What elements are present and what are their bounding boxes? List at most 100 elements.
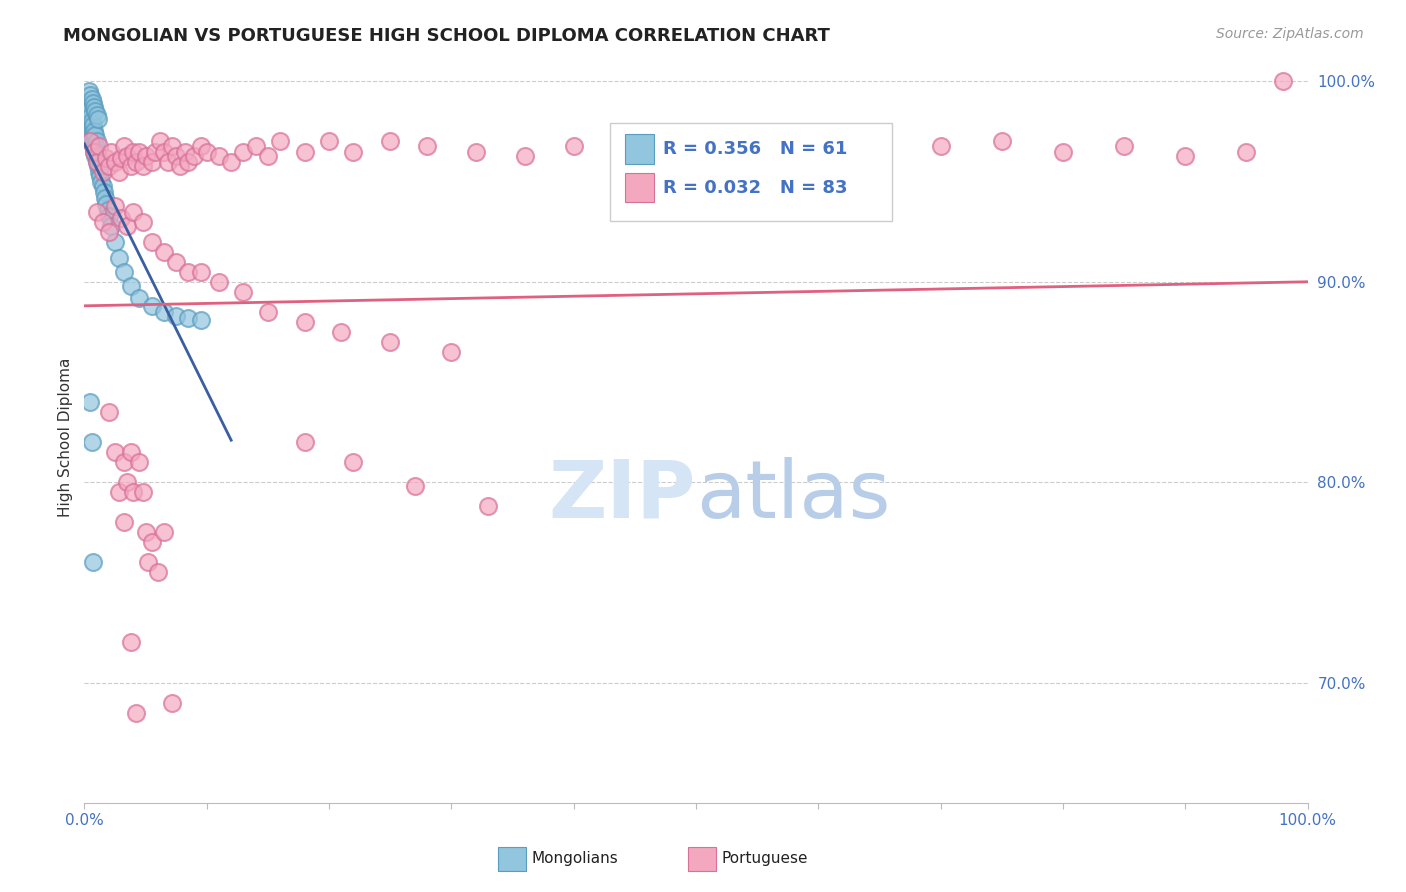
Point — [80, 124, 103, 138]
Point — [112, 265, 135, 279]
Point — [165, 148, 187, 162]
Point — [153, 244, 176, 259]
Point — [84, 128, 107, 143]
Point — [153, 145, 176, 159]
Point — [115, 148, 138, 162]
Point — [294, 145, 316, 159]
Point — [219, 154, 242, 169]
Point — [110, 151, 132, 165]
Point — [82, 138, 104, 153]
Point — [1236, 145, 1258, 159]
Point — [132, 159, 155, 173]
Point — [75, 114, 97, 128]
Point — [136, 555, 159, 569]
FancyBboxPatch shape — [626, 135, 654, 163]
Point — [107, 251, 129, 265]
Point — [87, 154, 110, 169]
Point — [77, 108, 100, 122]
Point — [404, 479, 426, 493]
Point — [440, 345, 463, 359]
Point — [156, 154, 179, 169]
Point — [165, 309, 187, 323]
Point — [120, 445, 142, 459]
Point — [86, 154, 108, 169]
Point — [342, 145, 364, 159]
Point — [807, 145, 830, 159]
Point — [79, 88, 101, 103]
Point — [115, 475, 138, 490]
Point — [183, 148, 205, 162]
Point — [82, 555, 104, 569]
Point — [991, 135, 1014, 149]
Point — [135, 148, 157, 162]
Point — [1052, 145, 1074, 159]
Point — [84, 104, 107, 119]
Point — [89, 159, 111, 173]
Point — [77, 84, 100, 98]
Point — [80, 435, 103, 450]
Text: R = 0.356   N = 61: R = 0.356 N = 61 — [664, 140, 848, 158]
Point — [86, 135, 108, 149]
Point — [380, 334, 402, 349]
Point — [135, 525, 157, 540]
Point — [162, 138, 184, 153]
Point — [84, 148, 107, 162]
Point — [83, 145, 105, 159]
Point — [177, 265, 200, 279]
Point — [141, 299, 163, 313]
Point — [464, 145, 486, 159]
Text: ZIP: ZIP — [548, 457, 696, 534]
Point — [190, 313, 212, 327]
Point — [77, 104, 100, 119]
Point — [83, 135, 105, 149]
Point — [330, 325, 353, 339]
Point — [104, 445, 127, 459]
Point — [132, 485, 155, 500]
Point — [97, 159, 120, 173]
Point — [173, 145, 195, 159]
Point — [107, 164, 129, 178]
Point — [245, 138, 267, 153]
Point — [79, 111, 101, 125]
Point — [165, 254, 187, 268]
Point — [929, 138, 952, 153]
Point — [89, 169, 111, 183]
Point — [125, 706, 148, 720]
Point — [162, 696, 184, 710]
Point — [82, 128, 104, 143]
Point — [80, 92, 103, 106]
Point — [91, 164, 114, 178]
Point — [82, 119, 104, 133]
Point — [86, 145, 108, 159]
Point — [90, 175, 112, 189]
Point — [110, 211, 132, 225]
Point — [125, 154, 148, 169]
Point — [97, 405, 120, 419]
Point — [624, 145, 647, 159]
Point — [96, 151, 118, 165]
Point — [104, 199, 127, 213]
Text: Mongolians: Mongolians — [531, 852, 619, 866]
Point — [104, 235, 127, 249]
Point — [477, 500, 499, 514]
Point — [685, 135, 707, 149]
Point — [294, 435, 316, 450]
Point — [169, 159, 191, 173]
Point — [86, 108, 108, 122]
Point — [76, 104, 98, 119]
Y-axis label: High School Diploma: High School Diploma — [58, 358, 73, 516]
Point — [77, 119, 100, 133]
Text: Portuguese: Portuguese — [721, 852, 808, 866]
Point — [120, 278, 142, 293]
Point — [80, 135, 103, 149]
Point — [294, 315, 316, 329]
Point — [232, 145, 254, 159]
Point — [83, 124, 105, 138]
Point — [91, 214, 114, 228]
Point — [747, 138, 769, 153]
Point — [84, 138, 107, 153]
Point — [128, 145, 150, 159]
Point — [79, 120, 101, 135]
Point — [82, 96, 104, 111]
Point — [122, 204, 145, 219]
